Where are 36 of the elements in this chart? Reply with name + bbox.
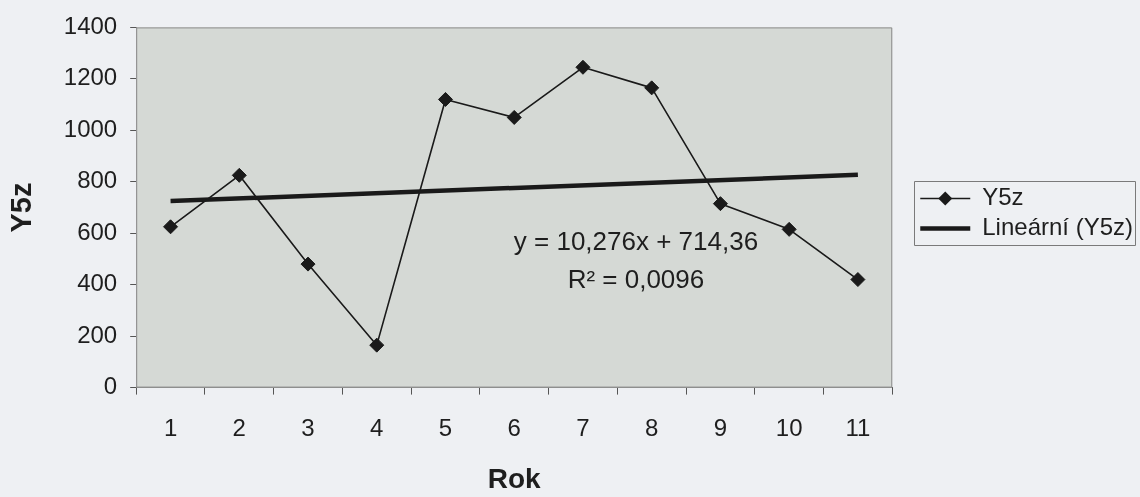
- y-tick-label: 400: [77, 269, 118, 297]
- x-tick-label: 5: [438, 413, 453, 441]
- point: [437, 91, 453, 107]
- x-tick-label: 1: [163, 413, 178, 441]
- annotation: R² = 0,0096: [567, 263, 705, 294]
- point: [712, 196, 728, 212]
- y-tick-label: 1000: [63, 114, 118, 142]
- point: [300, 256, 316, 272]
- point: [850, 272, 866, 288]
- y-tick-label: 800: [77, 166, 118, 194]
- point: [781, 221, 797, 237]
- y-tick-label: 0: [103, 372, 118, 400]
- y-axis-title: Y5z: [5, 182, 38, 233]
- point: [369, 337, 385, 353]
- point: [163, 219, 179, 235]
- point: [644, 80, 660, 96]
- point: [506, 109, 522, 125]
- point: [575, 59, 591, 75]
- y-tick-label: 600: [77, 217, 118, 245]
- x-tick-label: 9: [713, 413, 728, 441]
- x-tick-label: 11: [845, 413, 871, 441]
- annotation: y = 10,276x + 714,36: [513, 225, 759, 256]
- legend-label: Y5z: [982, 183, 1024, 211]
- y-tick-label: 1400: [63, 12, 118, 40]
- x-tick-label: 4: [370, 413, 384, 441]
- x-tick-label: 10: [775, 413, 803, 441]
- y-tick-label: 200: [77, 320, 118, 348]
- x-tick-label: 7: [576, 413, 590, 441]
- x-tick-label: 2: [232, 413, 246, 441]
- x-axis-title: Rok: [487, 462, 542, 494]
- y-tick-label: 1200: [63, 63, 118, 91]
- x-tick-label: 6: [507, 413, 521, 441]
- x-tick-label: 3: [301, 413, 315, 441]
- x-tick-label: 8: [645, 413, 659, 441]
- legend-label: Lineární (Y5z): [982, 213, 1134, 241]
- point: [231, 167, 247, 183]
